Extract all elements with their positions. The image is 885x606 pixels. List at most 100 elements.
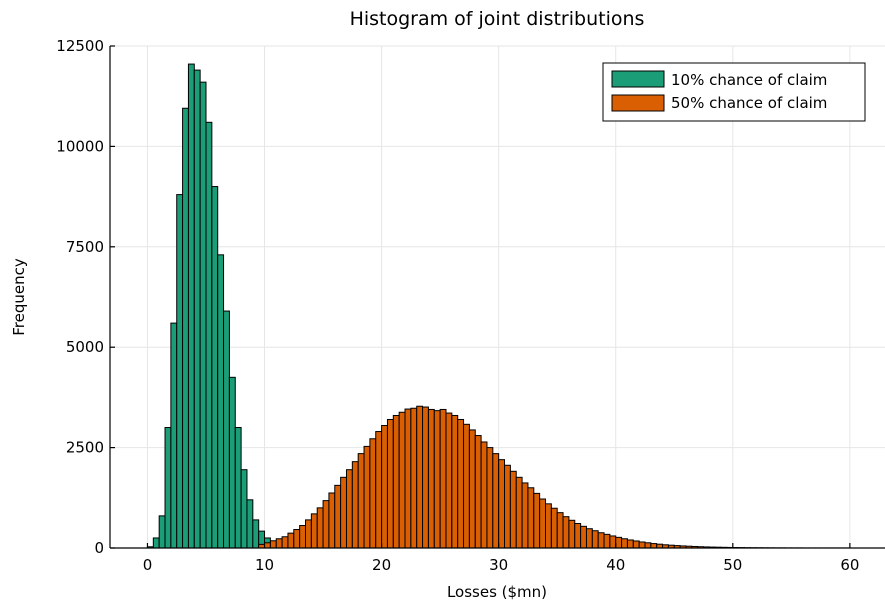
x-tick-label: 10 (255, 556, 274, 574)
x-axis-title: Losses ($mn) (447, 583, 547, 601)
x-tick-label: 50 (723, 556, 742, 574)
histogram-bar-series-0 (228, 376, 236, 549)
x-tick-label: 40 (606, 556, 625, 574)
histogram-bar-series-1 (626, 539, 634, 549)
histogram-bar-series-1 (427, 408, 435, 549)
histogram-bar-series-1 (433, 410, 441, 549)
histogram-bar-series-1 (293, 529, 301, 549)
histogram-bar-series-1 (363, 445, 371, 549)
histogram-bar-series-1 (533, 492, 541, 549)
histogram-bar-series-1 (574, 523, 582, 549)
histogram-bar-series-1 (398, 411, 406, 549)
histogram-bar-series-1 (556, 512, 564, 549)
histogram-bar-series-1 (474, 435, 482, 549)
histogram-bar-series-1 (416, 405, 424, 549)
x-tick-label: 60 (840, 556, 859, 574)
legend: 10% chance of claim 50% chance of claim (602, 62, 866, 122)
histogram-bar-series-1 (299, 525, 307, 549)
histogram-bar-series-0 (170, 322, 178, 549)
histogram-bar-series-1 (632, 540, 640, 549)
histogram-bar-series-1 (375, 431, 383, 549)
histogram-bar-series-1 (275, 538, 283, 549)
histogram-bar-series-1 (591, 530, 599, 549)
y-axis-title: Frequency (10, 258, 28, 336)
histogram-bar-series-1 (451, 414, 459, 549)
histogram-bar-series-1 (492, 453, 500, 549)
histogram-bar-series-1 (498, 459, 506, 549)
histogram-bar-series-1 (340, 476, 347, 549)
histogram-bar-series-1 (521, 482, 529, 549)
legend-label-10pct: 10% chance of claim (671, 71, 827, 89)
histogram-bar-series-1 (568, 519, 576, 549)
y-tick-label: 2500 (66, 439, 104, 457)
histogram-bar-series-1 (392, 414, 400, 549)
histogram-bar-series-1 (316, 507, 324, 549)
histogram-bar-series-0 (176, 194, 184, 549)
x-tick-label: 30 (489, 556, 508, 574)
histogram-bar-series-1 (650, 543, 658, 549)
legend-label-50pct: 50% chance of claim (671, 94, 827, 112)
histogram-bar-series-1 (550, 507, 558, 549)
y-tick-label: 7500 (66, 238, 104, 256)
histogram-bar-series-1 (515, 476, 523, 549)
histogram-bar-series-1 (638, 541, 646, 549)
histogram-bar-series-0 (152, 537, 160, 549)
y-tick-label: 0 (94, 539, 104, 557)
histogram-bar-series-0 (252, 519, 260, 549)
legend-swatch-10pct (611, 70, 665, 88)
histogram-bar-series-1 (544, 503, 552, 549)
histogram-bar-series-1 (410, 407, 418, 549)
grid-layer (110, 45, 885, 549)
histogram-bar-series-0 (217, 254, 225, 549)
histogram-bar-series-0 (234, 427, 242, 549)
histogram-bar-series-1 (562, 516, 570, 549)
histogram-bar-series-1 (310, 513, 318, 549)
histogram-bar-series-1 (585, 528, 593, 549)
histogram-bar-series-1 (480, 441, 488, 549)
histogram-bar-series-0 (211, 186, 219, 549)
histogram-bar-series-1 (445, 412, 453, 549)
histogram-bar-series-1 (264, 542, 271, 549)
histogram-bar-series-1 (369, 438, 377, 549)
y-tick-label: 5000 (66, 338, 104, 356)
histogram-bar-series-1 (322, 500, 330, 549)
histogram-bar-series-1 (386, 418, 394, 549)
histogram-bar-series-0 (193, 69, 201, 549)
histogram-bar-series-1 (345, 469, 353, 549)
histogram-bar-series-1 (281, 536, 289, 549)
histogram-bar-series-0 (205, 121, 213, 549)
histogram-bar-series-1 (609, 535, 617, 549)
histogram-bar-series-1 (328, 492, 336, 549)
histogram-bar-series-1 (287, 532, 295, 549)
histogram-bar-series-0 (246, 499, 254, 549)
histogram-bar-series-1 (644, 542, 652, 549)
histogram-bar-series-1 (468, 429, 476, 549)
histogram-bar-series-1 (439, 408, 447, 549)
histogram-bar-series-1 (509, 470, 517, 549)
histogram-bar-series-1 (615, 536, 623, 549)
chart-title: Histogram of joint distributions (350, 8, 645, 30)
y-tick-label: 12500 (56, 37, 104, 55)
histogram-bar-series-0 (240, 469, 248, 549)
histogram-bar-series-0 (187, 63, 195, 549)
histogram-bar-series-1 (603, 533, 611, 549)
histogram-bar-series-1 (305, 519, 312, 549)
histogram-bar-series-1 (334, 484, 342, 549)
histogram-bar-series-1 (463, 423, 470, 549)
histogram-bar-series-1 (422, 406, 429, 549)
histogram-bar-series-1 (580, 525, 587, 549)
x-tick-label: 20 (372, 556, 391, 574)
y-tick-label: 10000 (56, 137, 104, 155)
histogram-bar-series-1 (269, 540, 277, 549)
histogram-bar-series-1 (357, 453, 365, 549)
axes-layer: 0 10 20 30 40 50 60 0 2500 5000 7500 10000 12500 (56, 37, 885, 574)
histogram-bar-series-1 (539, 498, 546, 549)
histogram-bar-series-1 (381, 425, 388, 549)
legend-swatch-50pct (611, 94, 665, 112)
histogram-bar-series-1 (457, 418, 465, 549)
histogram-bar-series-0 (182, 107, 189, 549)
histogram-bar-series-1 (351, 461, 359, 549)
histogram-bar-series-0 (158, 515, 166, 549)
histogram-bar-series-1 (486, 447, 494, 549)
